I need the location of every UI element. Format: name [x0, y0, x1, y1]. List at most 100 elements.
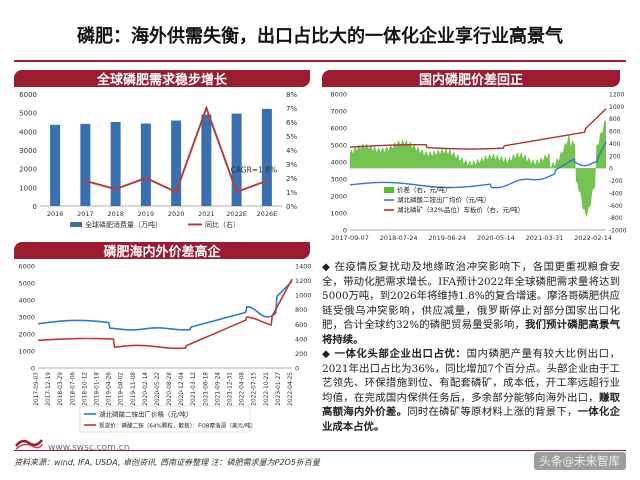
y-tick-right: 1400 — [295, 263, 312, 271]
y-tick-right: 1200 — [295, 277, 312, 285]
y-tick-right: 5% — [286, 133, 297, 141]
legend-box — [79, 405, 251, 433]
y-tick-right: 4% — [286, 147, 297, 155]
legend-swatch-bar — [70, 222, 82, 227]
source-note: 资料来源：wind, IFA, USDA, 卓创资讯, 西南证券整理 注：磷肥需… — [14, 458, 320, 467]
x-tick-label: 2019-11-08 — [131, 372, 137, 406]
y-tick-left: 0 — [31, 365, 35, 373]
y-tick-right: -800 — [609, 215, 623, 222]
y-tick-left: 2000 — [330, 193, 347, 201]
demand-chart: 0 1000 2000 3000 4000 5000 6000 0% 1% 2% 3% 4% 5% 6% 7… — [19, 91, 297, 229]
bar-consumption — [140, 123, 151, 206]
intl-chart: 0 1000 2000 3000 4000 5000 6000 0 200 400 600 800 10… — [18, 263, 312, 433]
legend-swatch — [384, 187, 394, 193]
legend-label: 价差（右，元/吨） — [397, 185, 451, 194]
y-tick-right: 600 — [609, 129, 621, 136]
x-tick-label: 2020 — [168, 210, 185, 218]
line-fob-morocco — [37, 278, 293, 350]
y-tick-left: 6000 — [19, 91, 37, 99]
y-tick-right: -200 — [609, 178, 623, 185]
x-tick-label: 2020-05-22 — [155, 372, 161, 406]
y-tick-left: 7000 — [330, 108, 347, 116]
x-tick-label: 2023-01-27 — [276, 372, 282, 406]
bar-consumption — [80, 123, 91, 206]
y-tick-left: 1000 — [18, 348, 35, 356]
y-tick-left: 8000 — [330, 91, 347, 99]
line-hubei-dap — [37, 280, 293, 331]
bullet-icon: ◆ — [322, 348, 331, 360]
paragraph-export: ◆ 一体化头部企业出口占优：国内磷肥产量有较大比例出口，2021年出口占比为36… — [322, 348, 621, 433]
y-tick-left: 4000 — [330, 159, 347, 167]
x-tick-label: 2017-09-07 — [34, 372, 40, 406]
x-tick-label: 2021-06-18 — [203, 372, 209, 406]
x-tick-label: 2017 — [77, 210, 94, 218]
y-tick-left: 3000 — [330, 176, 347, 184]
x-tick-label: 2021-09-24 — [215, 372, 221, 406]
y-tick-left: 0 — [33, 203, 37, 211]
x-tick-label: 2019 — [138, 210, 155, 218]
y-tick-left: 6000 — [18, 263, 35, 271]
bar-consumption — [171, 120, 182, 206]
x-tick-label: 2019-01-18 — [94, 372, 100, 406]
x-tick-label: 2019-08-02 — [119, 372, 125, 406]
legend-bar: 全球磷肥消费量（万吨） — [85, 220, 162, 229]
x-tick-label: 2018-03-29 — [58, 372, 64, 406]
x-tick-label: 2021 — [198, 210, 215, 218]
company-url: www.swsc.com.cn — [48, 443, 130, 453]
bar-consumption — [231, 113, 242, 206]
title-divider — [14, 60, 626, 62]
analysis-text: ◆ 在疫情反复扰动及地缘政治冲突影响下，各国更重视粮食安全，带动化肥需求增长。I… — [322, 260, 620, 450]
y-tick-left: 4000 — [18, 297, 35, 305]
x-tick-label: 2019-04-26 — [107, 372, 113, 406]
x-tick-label: 2022-04-25 — [288, 372, 294, 406]
bar-consumption — [110, 122, 121, 206]
y-tick-left: 5000 — [19, 110, 37, 118]
y-tick-left: 4000 — [19, 128, 37, 136]
y-tick-right: 200 — [609, 153, 621, 160]
y-tick-right: 1000 — [609, 104, 624, 111]
y-tick-left: 2000 — [18, 331, 35, 339]
x-tick-label: 2019-06-24 — [428, 234, 466, 242]
y-tick-right: 600 — [295, 321, 307, 329]
x-tick-label: 2017-09-07 — [331, 234, 369, 242]
legend-label: 湖北磷酸二铵出厂均价（元/吨） — [397, 195, 490, 204]
paragraph-demand: ◆ 在疫情反复扰动及地缘政治冲突影响下，各国更重视粮食安全，带动化肥需求增长。I… — [322, 261, 621, 346]
y-tick-right: 400 — [295, 335, 307, 343]
legend-label: 湖北磷酸二铵出厂价格（元/吨） — [99, 410, 192, 419]
y-tick-right: -400 — [609, 190, 623, 197]
panel-header-demand: 全球磷肥需求稳步增长 — [14, 70, 310, 88]
x-tick-label: 2020-02-14 — [143, 372, 149, 406]
y-tick-left: 6000 — [330, 125, 347, 133]
y-tick-right: 1% — [286, 189, 297, 197]
x-tick-label: 2018-10-12 — [82, 372, 88, 406]
x-tick-label: 2020-05-14 — [477, 234, 515, 242]
footer-divider — [14, 450, 626, 451]
y-tick-right: 0% — [286, 203, 297, 211]
y-tick-right: 8% — [286, 91, 297, 99]
y-tick-right: -1000 — [609, 228, 627, 235]
cagr-annotation: CAGR=1.8% — [231, 165, 278, 174]
y-tick-left: 3000 — [18, 314, 35, 322]
x-tick-label: 2020-08-28 — [167, 372, 173, 406]
y-tick-left: 5000 — [18, 280, 35, 288]
x-tick-label: 2021-03-12 — [191, 372, 197, 406]
x-tick-label: 2017-12-19 — [46, 372, 52, 406]
line-yoy — [85, 105, 268, 194]
x-tick-label: 2022-10-21 — [264, 372, 270, 406]
y-tick-right: 1000 — [295, 292, 312, 300]
y-tick-right: 400 — [609, 141, 621, 148]
panel-header-domestic: 国内磷肥价差回正 — [322, 70, 620, 88]
x-tick-label: 2022-07-15 — [252, 372, 258, 406]
x-tick-label: 2018-07-24 — [380, 234, 418, 242]
y-tick-right: 7% — [286, 105, 297, 113]
line-rock-price — [349, 108, 607, 150]
domestic-chart: 010002000300040005000600070008000-1000-8… — [330, 91, 627, 243]
line-dap-price — [349, 141, 607, 189]
watermark: 头条@未来智库 — [533, 452, 626, 470]
y-tick-left: 5000 — [330, 142, 347, 150]
y-tick-right: -600 — [609, 203, 623, 210]
bar-consumption — [201, 114, 212, 206]
x-tick-label: 2016 — [47, 210, 64, 218]
x-tick-label: 2026E — [257, 210, 278, 218]
y-tick-right: 3% — [286, 161, 297, 169]
